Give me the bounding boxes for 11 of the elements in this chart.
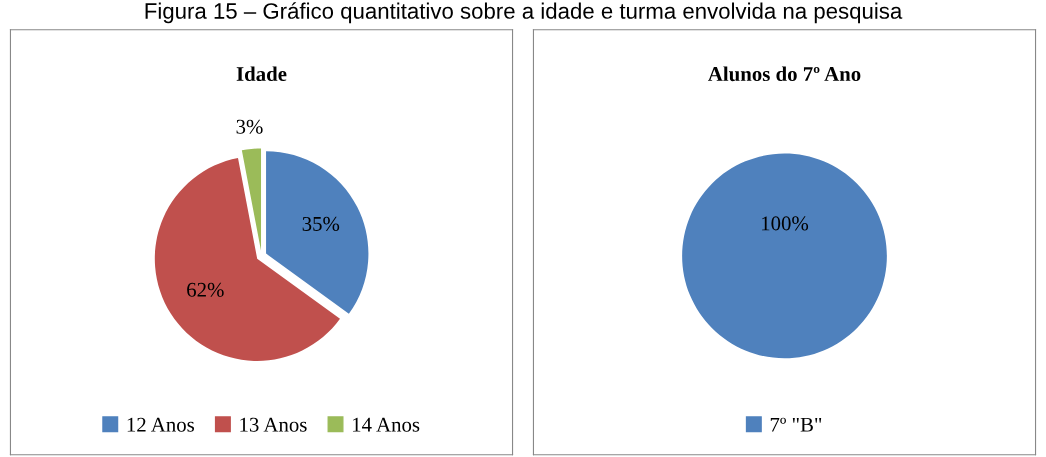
legend-label: 14 Anos xyxy=(352,417,420,432)
legend-label: 12 Anos xyxy=(127,417,195,432)
chart-title: Alunos do 7º Ano xyxy=(708,66,861,82)
data-label: 3% xyxy=(236,119,263,134)
text: Figura 15 – Gráfico quantitativo sobre a idade e turma envolvida na pesquisa xyxy=(145,2,903,24)
legend-label: 13 Anos xyxy=(240,417,307,432)
data-label: 35% xyxy=(302,216,340,231)
chart-title: Idade xyxy=(236,66,287,82)
data-label: 100% xyxy=(762,216,809,231)
data-label: 62% xyxy=(187,282,224,297)
legend-label: 7º "B" xyxy=(770,417,822,432)
